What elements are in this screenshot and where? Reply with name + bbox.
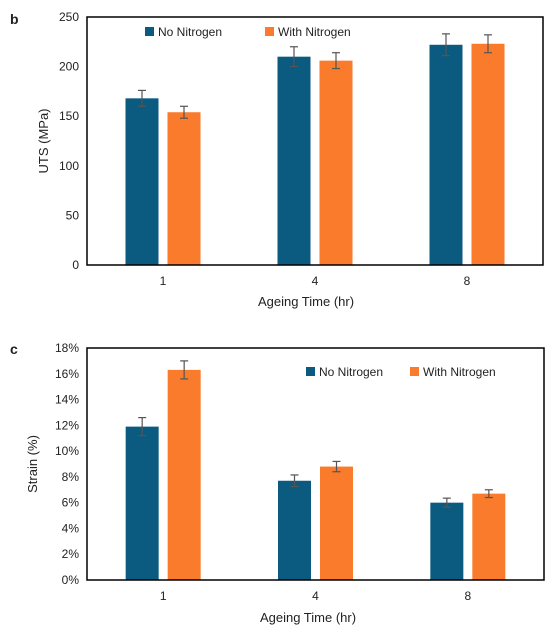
- plot-area: 0% 2% 4% 6% 8% 10% 12% 14% 16% 18% 1 4 8 No Nitrogen W…: [55, 341, 545, 603]
- y-tick-label: 150: [59, 109, 79, 123]
- x-tick-label: 4: [312, 274, 319, 288]
- legend-label: With Nitrogen: [278, 25, 351, 39]
- y-tick-label: 100: [59, 159, 79, 173]
- legend-swatch: [306, 367, 315, 376]
- y-tick-label: 18%: [55, 341, 79, 355]
- y-tick-label: 16%: [55, 367, 79, 381]
- y-tick-label: 8%: [62, 470, 80, 484]
- y-tick-label: 6%: [62, 496, 80, 510]
- bar: [472, 493, 506, 580]
- bar: [125, 98, 159, 266]
- y-tick-label: 250: [59, 10, 79, 24]
- y-axis-title: Strain (%): [25, 435, 40, 493]
- x-tick-label: 8: [464, 274, 471, 288]
- bar: [471, 43, 505, 266]
- legend-label: No Nitrogen: [319, 365, 383, 379]
- bar: [319, 60, 353, 266]
- y-tick-label: 200: [59, 60, 79, 74]
- bar: [125, 426, 159, 580]
- x-tick-label: 1: [160, 589, 167, 603]
- legend-label: With Nitrogen: [423, 365, 496, 379]
- chart-panel-b: b 0 50 100 150 200 250 1 4 8 No Nitrogen With Nitr…: [10, 10, 544, 309]
- x-axis-title: Ageing Time (hr): [260, 610, 356, 625]
- plot-area: 0 50 100 150 200 250 1 4 8 No Nitrogen With Nitrog…: [59, 10, 544, 288]
- bar: [430, 502, 464, 580]
- bar: [320, 466, 353, 580]
- y-tick-label: 0%: [62, 573, 80, 587]
- x-tick-label: 8: [464, 589, 471, 603]
- bar: [429, 44, 463, 265]
- y-tick-label: 14%: [55, 393, 79, 407]
- legend-label: No Nitrogen: [158, 25, 222, 39]
- panel-label-b: b: [10, 11, 19, 27]
- legend-swatch: [410, 367, 419, 376]
- y-tick-label: 2%: [62, 547, 80, 561]
- panel-label-c: c: [10, 341, 18, 357]
- bar: [167, 112, 201, 266]
- bar: [167, 369, 201, 580]
- x-axis-title: Ageing Time (hr): [258, 294, 354, 309]
- x-tick-label: 4: [312, 589, 319, 603]
- bar: [277, 56, 311, 266]
- plot-frame: [86, 16, 544, 266]
- bar: [278, 480, 311, 580]
- x-tick-label: 1: [160, 274, 167, 288]
- chart-panel-c: c 0% 2% 4% 6% 8% 10% 12% 14% 16% 18% 1 4 8 No Nitroge…: [10, 341, 545, 625]
- y-axis-title: UTS (MPa): [36, 109, 51, 174]
- y-tick-label: 50: [66, 208, 80, 222]
- plot-frame: [86, 347, 545, 581]
- legend-swatch: [145, 27, 154, 36]
- y-tick-label: 10%: [55, 444, 79, 458]
- y-tick-label: 4%: [62, 521, 80, 535]
- y-tick-label: 12%: [55, 418, 79, 432]
- y-tick-label: 0: [72, 258, 79, 272]
- legend-swatch: [265, 27, 274, 36]
